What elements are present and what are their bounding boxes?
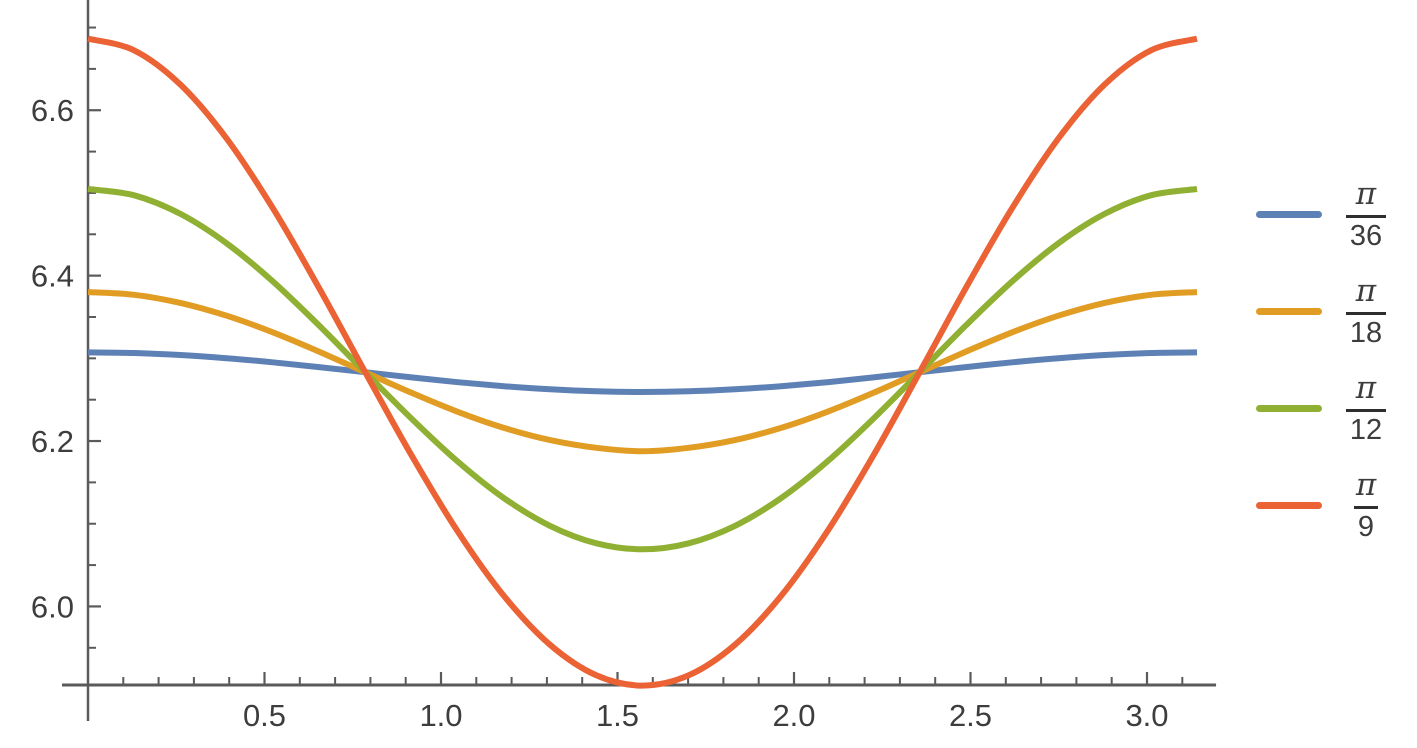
legend-line-swatch-orange <box>1256 308 1322 315</box>
curve-pi-9 <box>87 35 1198 689</box>
legend-label-fraction: π 12 <box>1345 369 1387 445</box>
fraction-denominator: 18 <box>1345 311 1387 348</box>
legend-label-box: π 18 <box>1338 272 1394 348</box>
legend-label-fraction: π 9 <box>1352 466 1380 542</box>
legend-label-box: π 9 <box>1338 466 1394 542</box>
curve-pi-12 <box>87 186 1198 553</box>
legend-label-box: π 12 <box>1338 369 1394 445</box>
x-tick-label: 2.5 <box>949 698 992 733</box>
x-tick-label: 0.5 <box>243 698 286 733</box>
curve-pi-36 <box>87 349 1198 395</box>
legend: π 36 π 18 π 12 <box>1256 166 1394 554</box>
fraction-denominator: 36 <box>1345 214 1387 251</box>
legend-line-swatch-green <box>1256 405 1322 412</box>
x-tick-label: 1.5 <box>596 698 639 733</box>
fraction-denominator: 9 <box>1353 505 1379 542</box>
legend-item-pi-9: π 9 <box>1256 457 1394 554</box>
y-tick-label: 6.4 <box>31 259 74 294</box>
legend-label-box: π 36 <box>1338 175 1394 251</box>
fraction-numerator: π <box>1355 369 1377 406</box>
y-tick-label: 6.2 <box>31 424 74 459</box>
legend-line-swatch-blue <box>1256 211 1322 218</box>
legend-item-pi-36: π 36 <box>1256 166 1394 263</box>
fraction-numerator: π <box>1355 175 1377 212</box>
fraction-denominator: 12 <box>1345 408 1387 445</box>
legend-label-fraction: π 36 <box>1345 175 1387 251</box>
y-tick-label: 6.6 <box>31 93 74 128</box>
legend-label-fraction: π 18 <box>1345 272 1387 348</box>
legend-item-pi-12: π 12 <box>1256 360 1394 457</box>
fraction-numerator: π <box>1355 466 1377 503</box>
x-tick-label: 3.0 <box>1125 698 1168 733</box>
x-tick-label: 1.0 <box>419 698 462 733</box>
y-tick-label: 6.0 <box>31 589 74 624</box>
curve-pi-18 <box>87 289 1198 455</box>
legend-line-swatch-red <box>1256 502 1322 509</box>
x-tick-label: 2.0 <box>772 698 815 733</box>
fraction-numerator: π <box>1355 272 1377 309</box>
legend-item-pi-18: π 18 <box>1256 263 1394 360</box>
